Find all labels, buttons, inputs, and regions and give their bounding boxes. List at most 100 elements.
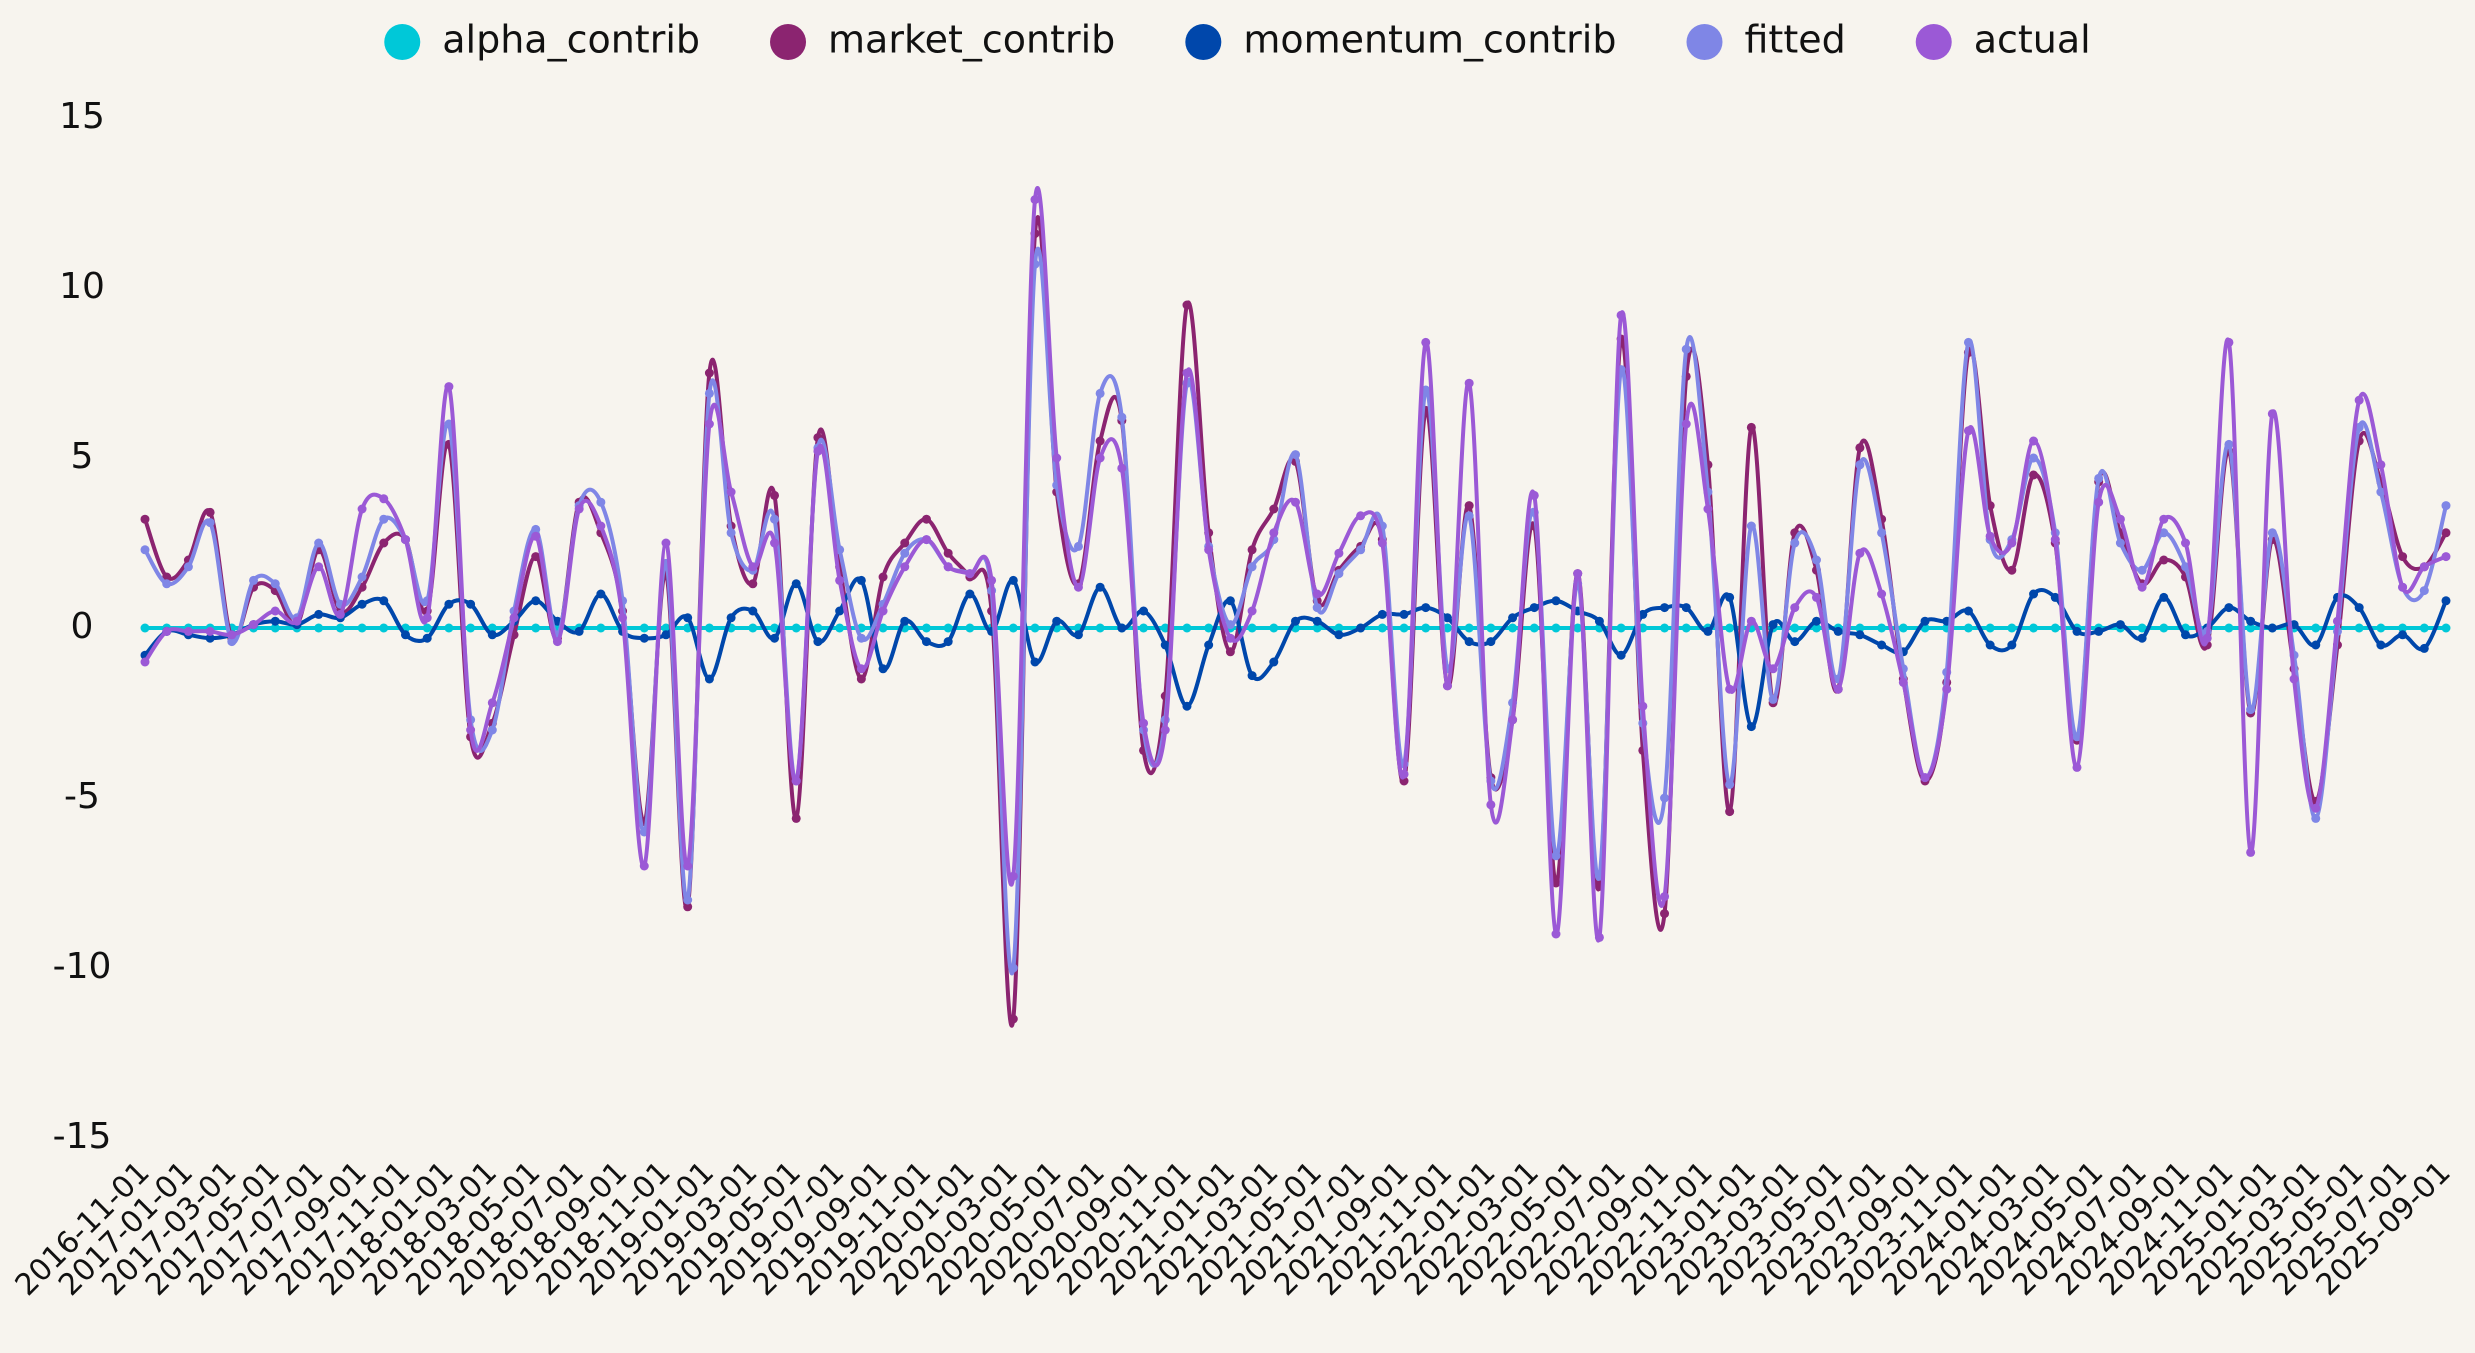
point <box>770 490 780 500</box>
legend-marker <box>1686 24 1723 60</box>
point <box>2441 501 2451 511</box>
point <box>1790 637 1800 647</box>
point <box>1117 412 1127 422</box>
point <box>2007 538 2017 548</box>
point <box>1768 620 1778 630</box>
point <box>531 524 541 534</box>
point <box>748 623 758 633</box>
point <box>2029 589 2039 599</box>
point <box>1073 541 1083 551</box>
point <box>1725 807 1735 817</box>
point <box>249 575 259 585</box>
point <box>1768 664 1778 674</box>
point <box>1877 528 1887 538</box>
point <box>2159 592 2169 602</box>
point <box>444 599 454 609</box>
point <box>1746 616 1756 626</box>
point <box>531 531 541 541</box>
point <box>1030 623 1040 633</box>
point <box>1160 725 1170 735</box>
point <box>2332 616 2342 626</box>
point <box>596 497 606 507</box>
point <box>1594 616 1604 626</box>
point <box>2311 813 2321 823</box>
legend-label: momentum_contrib <box>1243 18 1616 62</box>
point <box>943 637 953 647</box>
point <box>1269 657 1279 667</box>
point <box>1660 909 1670 919</box>
point <box>1768 694 1778 704</box>
point <box>748 606 758 616</box>
point <box>2398 552 2408 562</box>
point <box>1247 623 1257 633</box>
point <box>1399 769 1409 779</box>
point <box>1573 569 1583 579</box>
point <box>205 507 215 517</box>
point <box>1334 630 1344 640</box>
point <box>2441 552 2451 562</box>
point <box>335 623 345 633</box>
point <box>1811 555 1821 565</box>
point <box>2094 497 2104 507</box>
point <box>2202 633 2212 643</box>
legend: alpha_contrib market_contrib momentum_cont… <box>384 18 2091 62</box>
point <box>856 664 866 674</box>
point <box>1421 337 1431 347</box>
point <box>2159 555 2169 565</box>
point <box>2246 616 2256 626</box>
point <box>422 613 432 623</box>
point <box>2094 473 2104 483</box>
point <box>1551 851 1561 861</box>
point <box>2072 762 2082 772</box>
point <box>1247 562 1257 572</box>
point <box>1985 531 1995 541</box>
point <box>2441 623 2451 633</box>
point <box>2137 565 2147 575</box>
point <box>1204 545 1214 555</box>
point <box>2419 643 2429 653</box>
point <box>1790 603 1800 613</box>
point <box>1008 623 1018 633</box>
point <box>1442 681 1452 691</box>
point <box>770 514 780 524</box>
point <box>1963 623 1973 633</box>
point <box>1508 715 1518 725</box>
point <box>2181 562 2191 572</box>
point <box>1551 596 1561 606</box>
point <box>2419 586 2429 596</box>
point <box>683 613 693 623</box>
point <box>531 552 541 562</box>
point <box>1291 616 1300 626</box>
y-tick-label: 10 <box>59 266 105 307</box>
point <box>1660 892 1670 902</box>
point <box>466 623 476 633</box>
point <box>1725 592 1735 602</box>
point <box>1529 603 1539 613</box>
point <box>1638 701 1648 711</box>
point <box>2072 732 2082 742</box>
point <box>856 674 866 684</box>
point <box>1486 637 1496 647</box>
point <box>1204 640 1214 650</box>
point <box>661 623 671 633</box>
point <box>2354 395 2364 405</box>
point <box>791 579 801 589</box>
point <box>1660 623 1670 633</box>
point <box>2050 592 2060 602</box>
point <box>2419 562 2429 572</box>
point <box>2224 337 2234 347</box>
point <box>661 538 671 548</box>
point <box>1464 511 1474 521</box>
point <box>314 538 324 548</box>
point <box>270 606 280 616</box>
point <box>856 633 866 643</box>
point <box>1486 623 1496 633</box>
point <box>1247 671 1257 681</box>
point <box>531 596 541 606</box>
point <box>487 623 497 633</box>
point <box>574 626 584 636</box>
point <box>965 569 975 579</box>
point <box>1746 422 1756 432</box>
point <box>1963 426 1973 436</box>
